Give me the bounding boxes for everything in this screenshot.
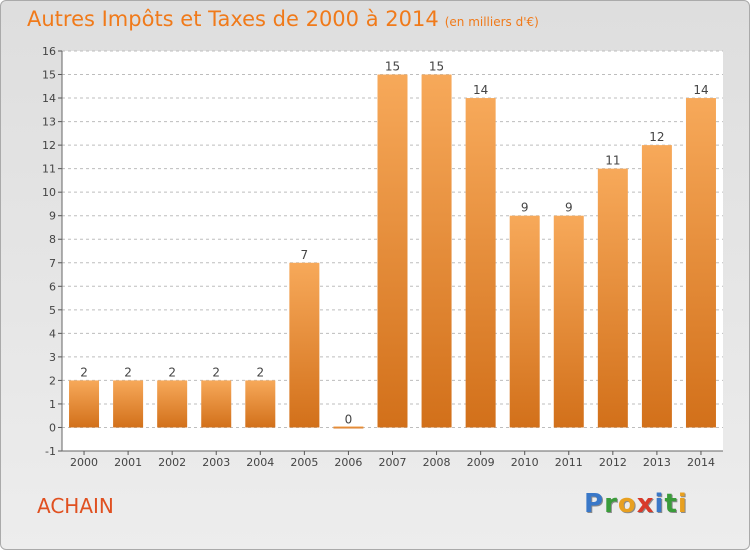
bar xyxy=(157,380,188,428)
bar xyxy=(421,74,452,428)
bar xyxy=(113,380,144,428)
logo-letter: r xyxy=(604,489,618,519)
chart-title-main: Autres Impôts et Taxes de 2000 à 2014 xyxy=(27,7,439,31)
bar-value-label: 11 xyxy=(605,154,620,168)
y-tick-label: 15 xyxy=(42,69,56,82)
bar xyxy=(289,262,320,428)
x-tick-label: 2005 xyxy=(290,456,318,469)
bar-value-label: 9 xyxy=(521,201,529,215)
bar-value-label: 2 xyxy=(256,365,264,379)
bar xyxy=(69,380,100,428)
y-tick-label: 10 xyxy=(42,186,56,199)
bar xyxy=(377,74,408,428)
bar xyxy=(245,380,276,428)
chart-subtitle: (en milliers d'€) xyxy=(444,15,539,29)
y-tick-label: 11 xyxy=(42,163,56,176)
x-tick-label: 2001 xyxy=(114,456,142,469)
x-tick-label: 2014 xyxy=(687,456,715,469)
x-tick-label: 2012 xyxy=(599,456,627,469)
x-tick-label: 2004 xyxy=(246,456,274,469)
logo-letter: P xyxy=(584,489,605,519)
bar-value-label: 12 xyxy=(649,130,664,144)
bar-value-label: 7 xyxy=(301,248,309,262)
logo-letter: x xyxy=(636,489,655,519)
y-tick-label: 14 xyxy=(42,92,56,105)
bar xyxy=(201,380,232,428)
bar-value-label: 15 xyxy=(385,60,400,74)
x-tick-label: 2000 xyxy=(70,456,98,469)
bar-value-label: 2 xyxy=(80,365,88,379)
bar-value-label: 15 xyxy=(429,60,444,74)
y-tick-label: 1 xyxy=(49,398,56,411)
y-tick-label: 2 xyxy=(49,374,56,387)
y-tick-label: 3 xyxy=(49,351,56,364)
bar-value-label: 14 xyxy=(693,83,708,97)
bar xyxy=(465,98,496,428)
logo-letter: i xyxy=(654,489,665,519)
x-tick-label: 2002 xyxy=(158,456,186,469)
place-name: ACHAIN xyxy=(37,494,114,518)
y-tick-label: 9 xyxy=(49,210,56,223)
y-tick-label: 16 xyxy=(42,45,56,58)
y-tick-label: 8 xyxy=(49,233,56,246)
y-tick-label: -1 xyxy=(45,445,56,458)
bar-value-label: 2 xyxy=(212,365,220,379)
bar xyxy=(597,168,628,428)
proxiti-logo: Proxiti xyxy=(584,489,688,519)
y-tick-label: 0 xyxy=(49,421,56,434)
x-tick-label: 2011 xyxy=(555,456,583,469)
x-tick-label: 2008 xyxy=(423,456,451,469)
bar-value-label: 14 xyxy=(473,83,488,97)
x-tick-label: 2006 xyxy=(334,456,362,469)
chart-title: Autres Impôts et Taxes de 2000 à 2014 (en… xyxy=(27,7,539,31)
y-tick-label: 4 xyxy=(49,327,56,340)
y-tick-label: 12 xyxy=(42,139,56,152)
bar xyxy=(685,98,716,428)
x-tick-label: 2009 xyxy=(467,456,495,469)
x-tick-label: 2003 xyxy=(202,456,230,469)
y-tick-label: 13 xyxy=(42,116,56,129)
logo-letter: i xyxy=(677,489,688,519)
y-tick-label: 6 xyxy=(49,280,56,293)
x-tick-label: 2007 xyxy=(379,456,407,469)
bar-value-label: 0 xyxy=(345,412,353,426)
bar-value-label: 2 xyxy=(124,365,132,379)
y-tick-label: 5 xyxy=(49,304,56,317)
bar xyxy=(509,215,540,428)
bar xyxy=(641,145,672,428)
bar xyxy=(333,426,364,429)
bar-value-label: 2 xyxy=(168,365,176,379)
y-tick-label: 7 xyxy=(49,257,56,270)
bar-value-label: 9 xyxy=(565,201,573,215)
x-tick-label: 2013 xyxy=(643,456,671,469)
x-tick-label: 2010 xyxy=(511,456,539,469)
logo-letter: o xyxy=(617,489,637,519)
bar xyxy=(553,215,584,428)
logo-letter: t xyxy=(664,489,678,519)
